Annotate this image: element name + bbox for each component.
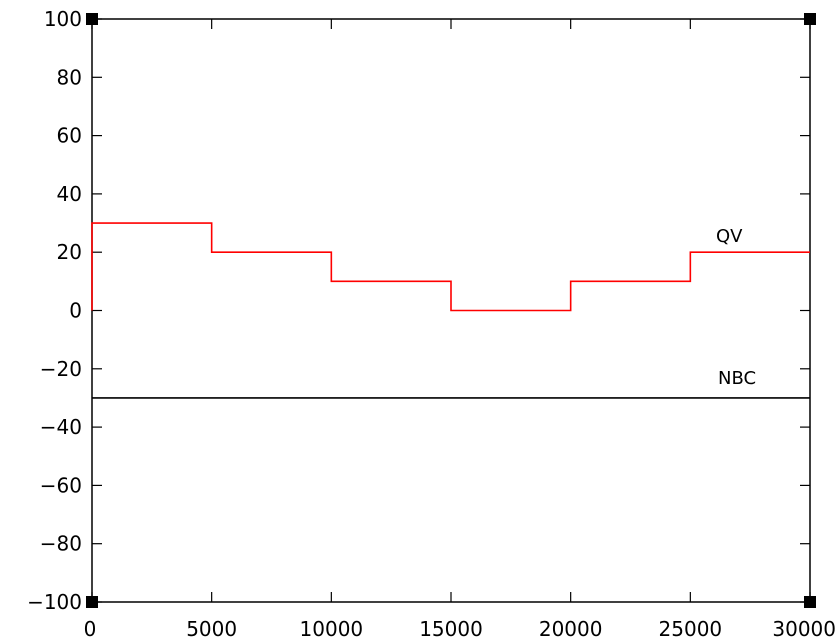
corner-marker [804,596,816,608]
x-tick-label: 10000 [300,617,364,641]
x-tick-label: 0 [84,617,97,641]
y-tick-label: 20 [57,240,82,264]
x-tick-label: 20000 [539,617,603,641]
y-tick-label: 100 [44,7,82,31]
y-tick-label: 80 [57,65,82,89]
series-layer [91,222,810,399]
corner-marker [86,596,98,608]
corner-marker [804,13,816,25]
x-tick-label: 5000 [186,617,237,641]
y-axis-ticks: −100 −80 −60 −40 −20 0 20 40 60 80 100 [27,7,810,614]
y-tick-label: −40 [40,415,82,439]
y-tick-label: −20 [40,357,82,381]
x-tick-label: 25000 [659,617,723,641]
corner-marker [86,13,98,25]
y-tick-label: 0 [69,299,82,323]
x-axis-ticks: 0 5000 10000 15000 20000 25000 30000 [84,19,836,641]
y-tick-label: −60 [40,473,82,497]
y-tick-label: 60 [57,124,82,148]
y-tick-label: −80 [40,532,82,556]
y-tick-label: −100 [27,590,82,614]
x-tick-label: 30000 [772,617,836,641]
series-label-nbc: NBC [718,368,756,389]
series-label-qv: QV [716,226,743,247]
y-tick-label: 40 [57,182,82,206]
corner-markers [86,13,816,608]
x-tick-label: 15000 [419,617,483,641]
series-line-qv [91,222,810,312]
